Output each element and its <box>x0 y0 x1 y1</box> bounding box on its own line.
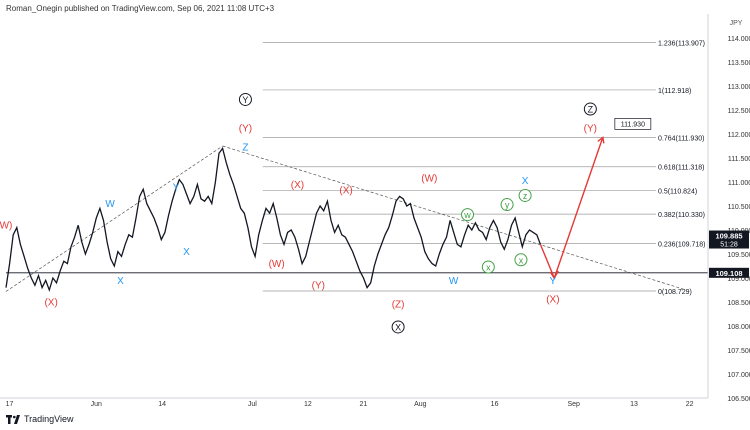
wave-label-circle <box>461 208 475 222</box>
target-callout-box <box>614 118 652 130</box>
price-tick-label: 113.500 <box>728 60 750 67</box>
wave-label: X <box>395 322 401 332</box>
wave-label: (Z) <box>392 299 405 310</box>
wave-labels: W)(X)WXYXY(Y)Z(X)(W)(X)(Y)(W)(Z)XwWxyzXx… <box>0 92 597 334</box>
wave-label: (Y) <box>239 124 252 135</box>
time-tick-label: 21 <box>360 401 368 408</box>
price-tick-label: 107.500 <box>727 348 750 355</box>
price-tick-label: 106.500 <box>727 396 750 403</box>
price-badge-countdown: 51:28 <box>720 242 738 249</box>
wave-label-circle <box>518 188 532 202</box>
fib-level-label: 1(112.918) <box>658 88 691 95</box>
projection-arrow-down <box>549 270 559 280</box>
price-tick-label: 111.500 <box>728 156 750 163</box>
wave-label: X <box>117 276 124 287</box>
wave-label: z <box>523 191 528 201</box>
price-badge-label: 109.108 <box>715 269 742 278</box>
time-tick-label: 13 <box>630 401 638 408</box>
publisher-caption: Roman_Onegin published on TradingView.co… <box>6 4 275 13</box>
price-tick-label: 110.500 <box>728 204 750 211</box>
price-tick-label: 109.000 <box>727 276 750 283</box>
upper-trend-line <box>222 145 687 291</box>
price-tick-label: 112.500 <box>728 108 750 115</box>
wave-label-circle <box>391 320 405 334</box>
tradingview-mark-icon <box>6 414 20 424</box>
wave-label-circle <box>481 260 495 274</box>
fib-level-label: 0.618(111.318) <box>658 165 704 172</box>
wave-label: X <box>183 247 190 258</box>
price-tick-label: 109.500 <box>727 252 750 259</box>
projection-arrow-up <box>597 136 605 144</box>
time-tick-label: 22 <box>686 401 694 408</box>
price-badge <box>709 267 749 278</box>
price-axis: JPY 114.000 113.500 113.000 112.500 112.000 11… <box>707 14 750 403</box>
time-tick-label: Sep <box>567 401 580 408</box>
wave-label: (Y) <box>584 124 597 135</box>
price-badge <box>709 230 749 249</box>
time-tick-label: 17 <box>6 401 14 408</box>
time-tick-label: Jun <box>91 401 102 408</box>
wave-label: X <box>522 176 529 187</box>
time-tick-label: 12 <box>304 401 312 408</box>
time-axis: 17 Jun 14 Jul 12 21 Aug 16 Sep 13 22 <box>0 397 708 408</box>
wave-label: (W) <box>269 259 285 270</box>
wave-label: w <box>463 210 471 220</box>
wave-label: Z <box>242 142 248 153</box>
time-tick-label: 14 <box>158 401 166 408</box>
wave-label: W <box>105 199 115 210</box>
wave-label: x <box>486 262 491 272</box>
wave-label: Y <box>173 182 180 193</box>
wave-label-circle <box>583 102 597 116</box>
price-tick-label: 108.000 <box>727 324 750 331</box>
fib-level-label: 0.382(110.330) <box>658 212 705 219</box>
wave-label-circle <box>514 253 528 267</box>
projection-line <box>539 137 604 280</box>
time-tick-label: Aug <box>414 401 427 408</box>
fib-level-label: 0.236(109.718) <box>658 242 705 249</box>
price-series <box>5 146 542 293</box>
price-tick-label: 108.500 <box>727 300 750 307</box>
fib-level-label: 0(108.729) <box>658 289 692 296</box>
projection-path: 111.930 <box>539 118 652 280</box>
price-tick-label: 112.000 <box>728 132 750 139</box>
time-tick-label: Jul <box>248 401 257 408</box>
wave-label: x <box>519 255 524 265</box>
wave-label: Z <box>588 105 594 115</box>
symbol-label: JPY <box>730 20 743 27</box>
price-badge-label: 109.885 <box>715 232 742 241</box>
lower-trend-line <box>5 145 223 292</box>
wave-label: W) <box>0 221 12 232</box>
tradingview-logo[interactable]: TradingView <box>6 414 74 424</box>
wave-label: Y <box>242 95 248 105</box>
price-tick-label: 107.000 <box>727 372 750 379</box>
wave-label-circle <box>500 198 514 212</box>
wave-label: (X) <box>546 295 559 306</box>
price-tick-label: 114.000 <box>728 36 750 43</box>
wave-label: (X) <box>291 180 304 191</box>
price-tick-label: 113.000 <box>728 84 750 91</box>
tradingview-logo-text: TradingView <box>24 414 74 424</box>
price-line <box>5 146 542 293</box>
fib-level-label: 0.764(111.930) <box>658 135 704 142</box>
wave-label: (X) <box>44 298 57 309</box>
wave-label: y <box>505 200 510 210</box>
fib-level-label: 0.5(110.824) <box>658 188 697 195</box>
wave-label: W <box>449 276 459 287</box>
wave-label: (Y) <box>312 281 325 292</box>
wave-label: (X) <box>339 186 352 197</box>
wave-label-circle <box>238 92 252 106</box>
wave-label: (W) <box>421 174 437 185</box>
target-callout-label: 111.930 <box>621 121 645 128</box>
price-tick-label: 111.000 <box>728 180 750 187</box>
trend-lines <box>5 145 708 292</box>
wave-label: Y <box>550 276 557 287</box>
fib-levels: 1.236(113.907) 1(112.918) 0.764(111.930) 0.… <box>262 40 705 296</box>
time-tick-label: 16 <box>491 401 499 408</box>
fib-level-label: 1.236(113.907) <box>658 40 705 47</box>
